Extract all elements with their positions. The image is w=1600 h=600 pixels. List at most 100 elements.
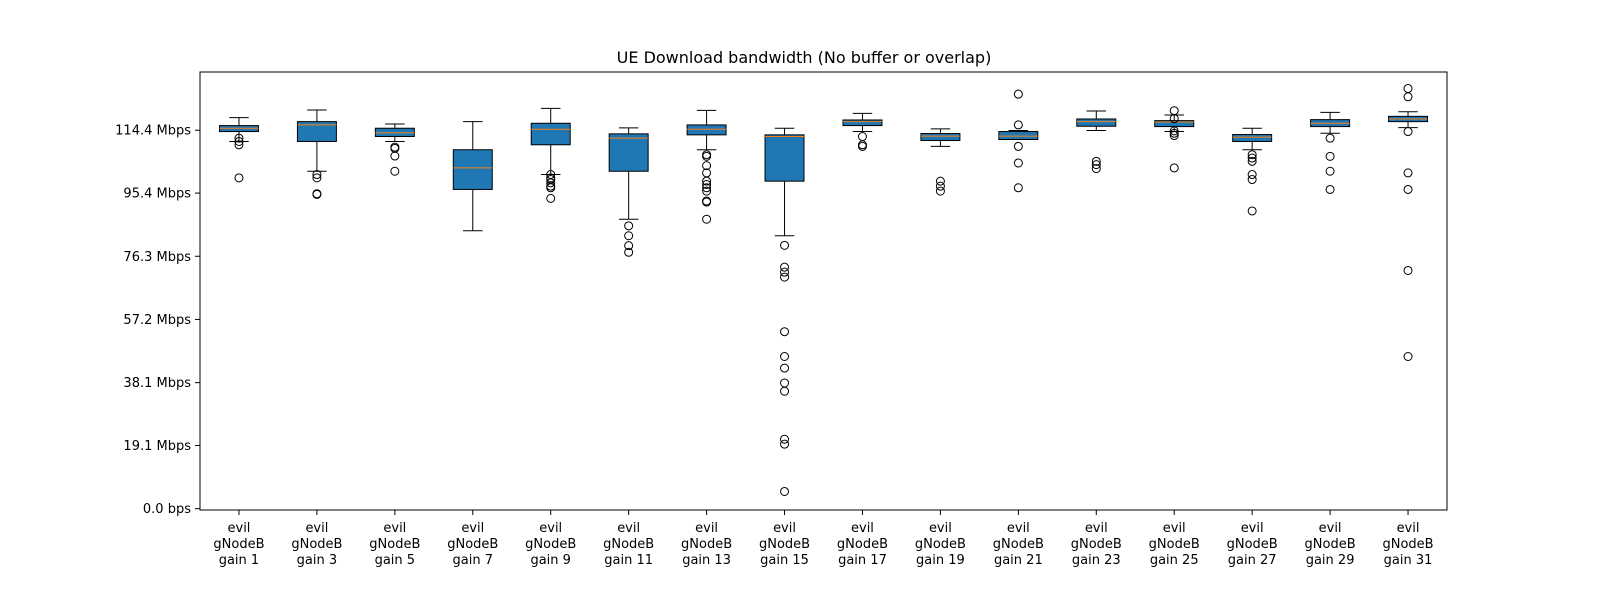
outlier-point [1325,184,1335,194]
outlier-point [702,214,712,224]
x-tick-label: evil [1163,521,1186,536]
x-tick-label: gNodeB [681,537,732,552]
outlier-point [780,386,790,396]
x-tick-label: gNodeB [603,537,654,552]
outlier-point [1325,166,1335,176]
box-iqr [296,121,337,142]
outlier-point [1091,164,1101,174]
x-tick-label: evil [1319,521,1342,536]
x-tick-label: evil [929,521,952,536]
box-plot-item [764,127,805,496]
box-iqr [452,149,493,190]
outlier-point [1403,184,1413,194]
box-plot-item [920,128,961,196]
x-tick-label: gain 3 [297,553,337,568]
outlier-point [1169,131,1179,141]
x-tick-label: gain 11 [604,553,653,568]
outlier-point [312,189,322,199]
y-tick-label: 38.1 Mbps [123,376,191,391]
x-tick-label: gNodeB [837,537,888,552]
box-plot-item [218,117,259,183]
outlier-point [624,231,634,241]
outlier-point [1169,163,1179,173]
outlier-point [1013,183,1023,193]
outlier-point [1403,168,1413,178]
x-tick-label: gNodeB [993,537,1044,552]
box-iqr [1232,134,1273,142]
outlier-point [546,183,556,193]
box-plot-item [608,127,649,257]
outlier-point [546,193,556,203]
x-tick-label: gNodeB [447,537,498,552]
x-tick-label: gNodeB [915,537,966,552]
outlier-point [1247,156,1257,166]
x-tick-label: gNodeB [759,537,810,552]
outlier-point [1091,160,1101,170]
outlier-point [780,262,790,272]
outlier-point [935,181,945,191]
box-plot-item [374,123,415,176]
x-tick-label: gNodeB [369,537,420,552]
outlier-point [1169,128,1179,138]
outlier-point [1403,127,1413,137]
x-tick-label: gNodeB [1149,537,1200,552]
x-tick-label: gain 5 [375,553,415,568]
x-tick-label: gNodeB [1305,537,1356,552]
x-tick-label: evil [1397,521,1420,536]
outlier-point [1247,170,1257,180]
outlier-point [234,173,244,183]
outlier-point [1325,151,1335,161]
outlier-point [624,247,634,257]
outlier-point [234,136,244,146]
outlier-point [1403,352,1413,362]
outlier-point [780,327,790,337]
outlier-point [1247,175,1257,185]
outlier-point [1013,158,1023,168]
y-tick-label: 0.0 bps [143,502,191,517]
outlier-point [312,170,322,180]
x-tick-label: gNodeB [213,537,264,552]
outlier-point [702,183,712,193]
y-tick-label: 114.4 Mbps [115,124,191,139]
outlier-point [1013,141,1023,151]
x-tick-label: evil [695,521,718,536]
outlier-point [390,151,400,161]
outlier-point [1247,153,1257,163]
box-iqr [686,124,727,136]
outlier-point [312,173,322,183]
outlier-point [702,151,712,161]
y-axis: 0.0 bps 19.1 Mbps 38.1 Mbps 57.2 Mbps 76.3 M… [115,124,200,517]
box-plot-item [1388,84,1429,362]
x-tick-label: gain 27 [1228,553,1277,568]
box-series [218,84,1429,496]
x-tick-label: evil [1241,521,1264,536]
x-tick-label: gain 25 [1150,553,1199,568]
x-tick-label: evil [773,521,796,536]
outlier-point [1247,150,1257,160]
box-plot-item [1076,110,1117,174]
box-iqr [608,133,649,172]
outlier-point [702,186,712,196]
box-plot-item [1310,111,1351,194]
outlier-point [1403,265,1413,275]
x-tick-label: gNodeB [1227,537,1278,552]
box-iqr [920,133,961,141]
x-tick-label: gain 7 [453,553,493,568]
box-iqr [1076,118,1117,127]
outlier-point [624,241,634,251]
x-tick-label: gain 15 [760,553,809,568]
box-plot-item [296,109,337,199]
box-iqr [530,122,571,146]
box-plot-item [686,109,727,224]
x-tick-label: evil [617,521,640,536]
x-tick-label: gain 23 [1072,553,1121,568]
outlier-point [780,439,790,449]
outlier-point [780,272,790,282]
x-tick-label: evil [1085,521,1108,536]
outlier-point [234,133,244,143]
box-iqr [998,131,1039,140]
x-tick-label: gain 13 [682,553,731,568]
